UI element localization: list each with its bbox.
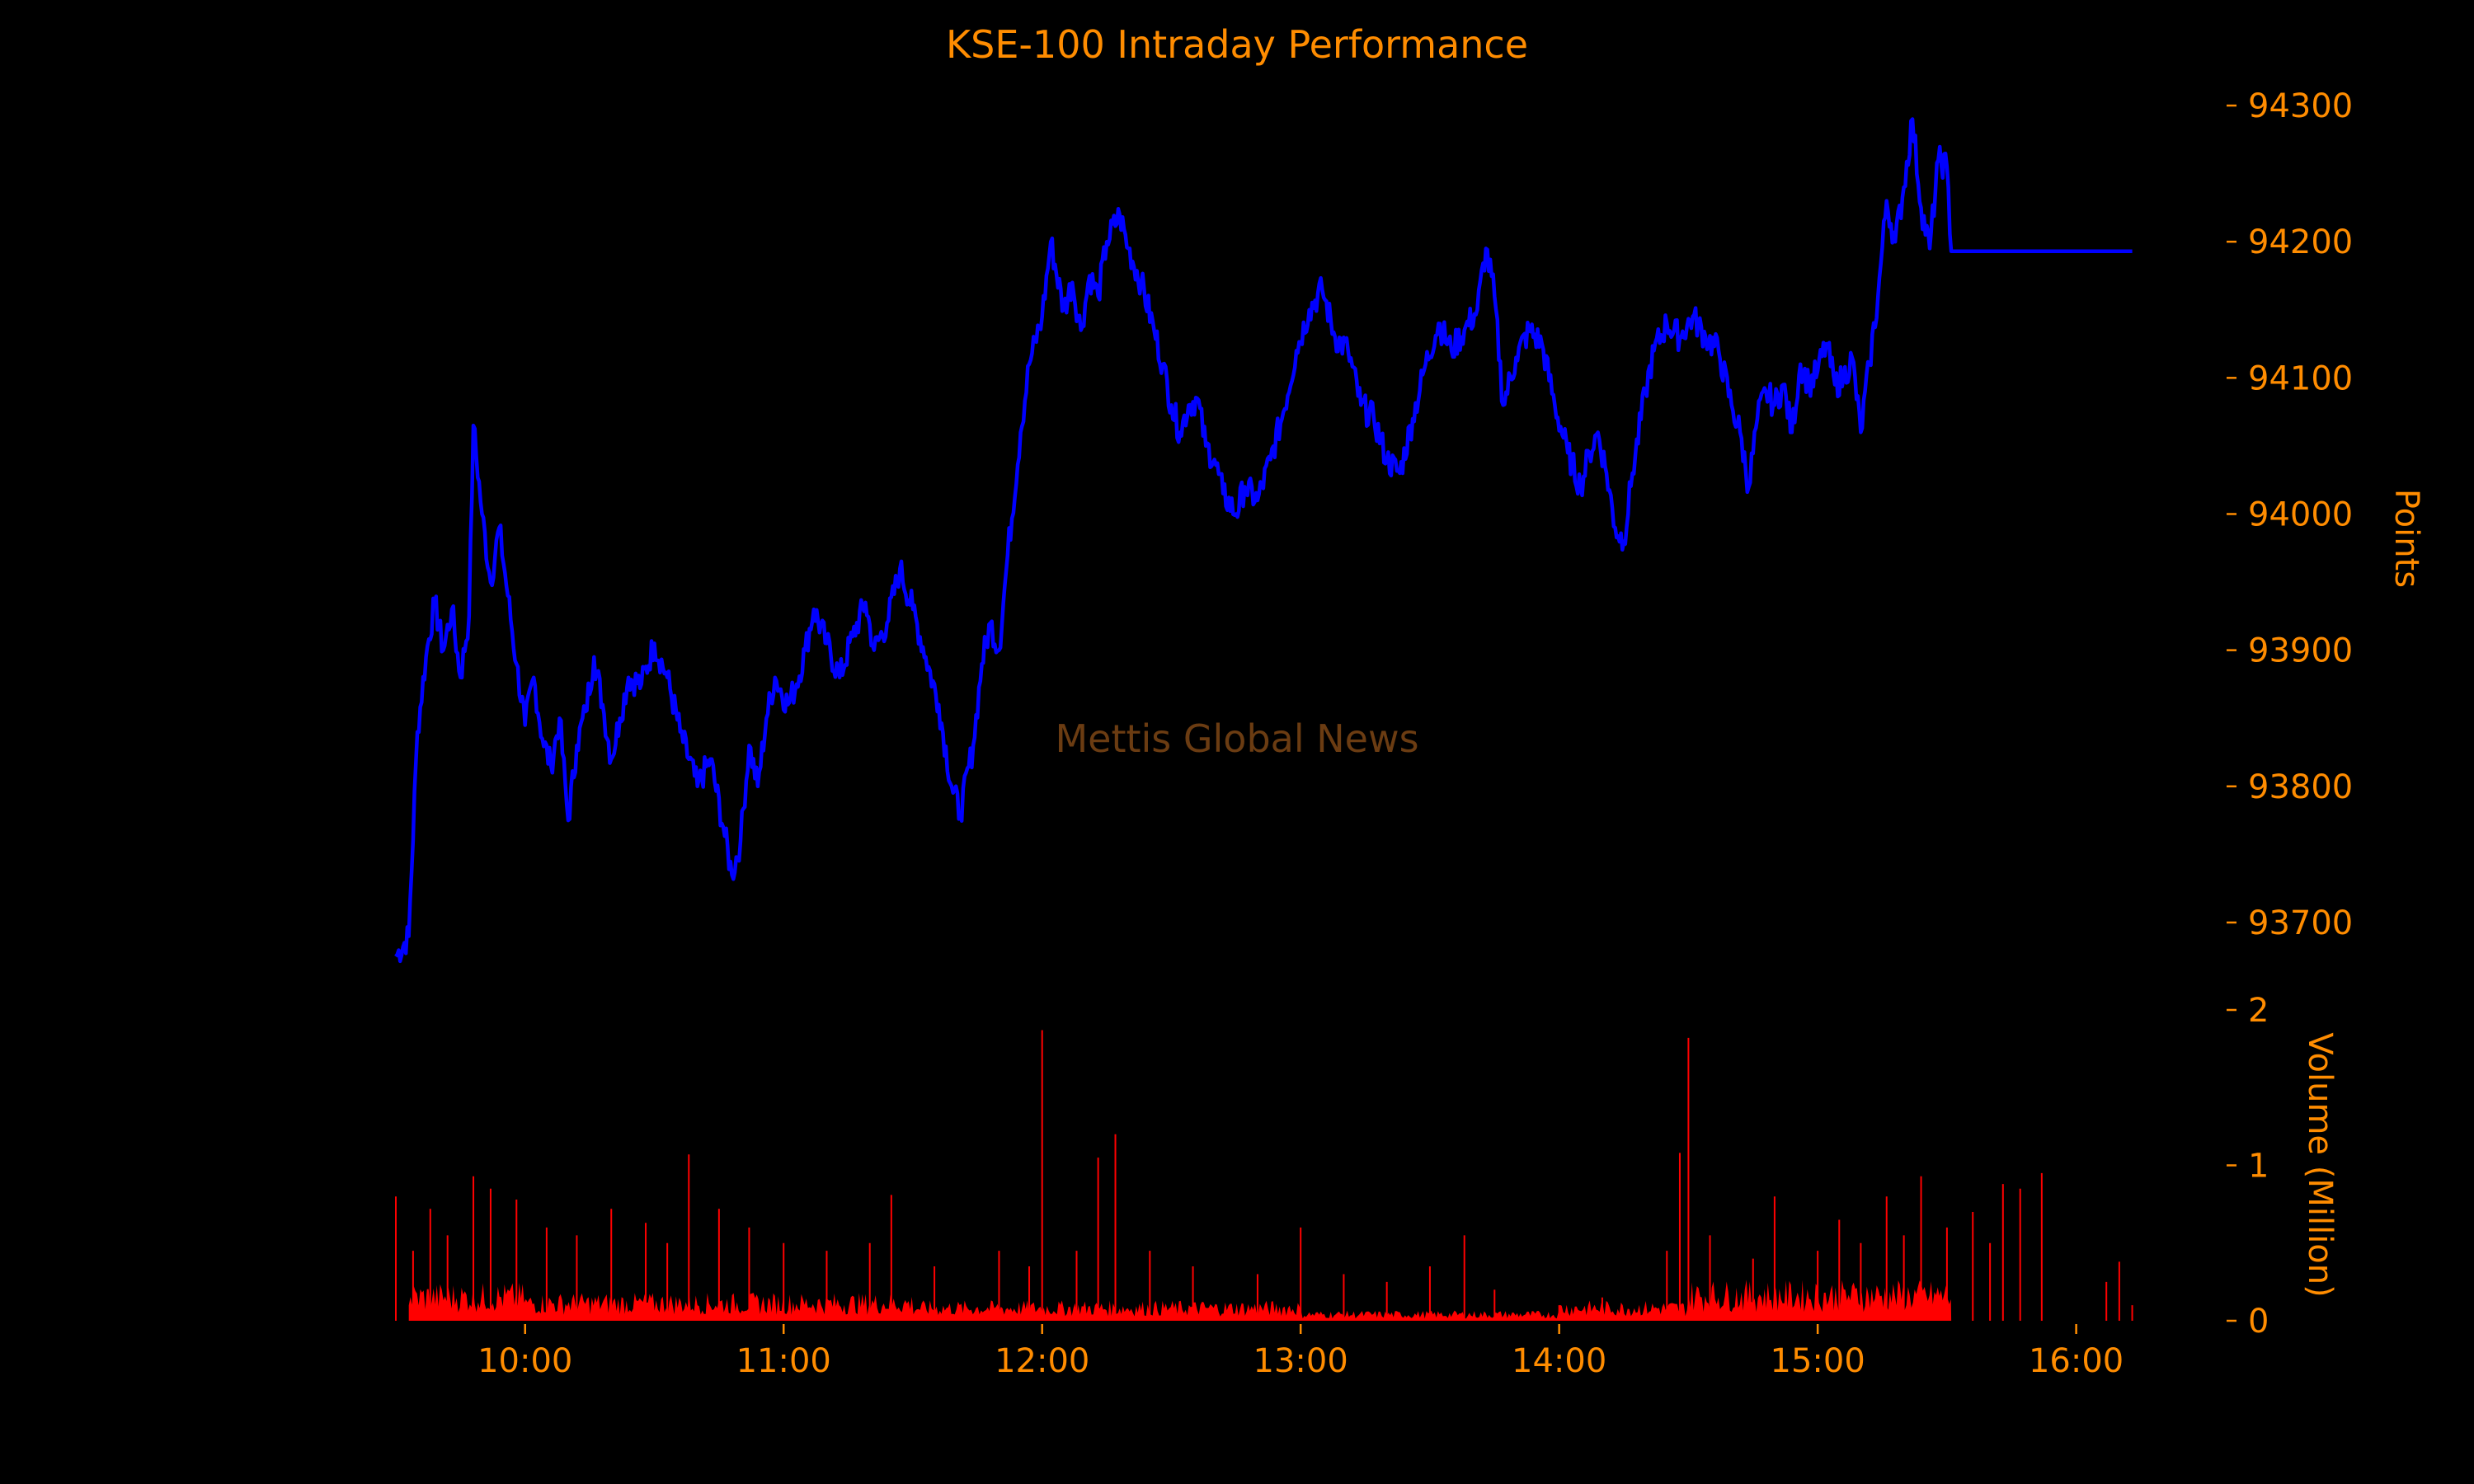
price-tick-label: 93800 — [2248, 768, 2353, 806]
price-tick: 94100 — [2227, 359, 2353, 397]
price-tick-label: 94000 — [2248, 495, 2353, 533]
volume-tick-label: 2 — [2248, 992, 2269, 1030]
volume-axis-ticks: 0 1 2 — [2227, 992, 2269, 1341]
price-tick: 93900 — [2227, 632, 2353, 670]
price-tick: 93800 — [2227, 768, 2353, 806]
time-tick: 16:00 — [2029, 1324, 2124, 1380]
time-tick: 15:00 — [1771, 1324, 1865, 1380]
price-series-line — [394, 117, 2133, 964]
volume-axis-label: Volume (Million) — [2301, 1032, 2339, 1297]
volume-tick: 1 — [2227, 1148, 2269, 1186]
volume-tick-label: 0 — [2248, 1303, 2269, 1341]
chart-title: KSE-100 Intraday Performance — [946, 22, 1528, 67]
time-axis-ticks: 10:00 11:00 12:00 13:00 14:00 15:00 16:00 — [477, 1324, 2124, 1380]
price-tick-label: 94300 — [2248, 87, 2353, 125]
time-tick: 10:00 — [477, 1324, 572, 1380]
price-tick: 94000 — [2227, 495, 2353, 533]
time-tick: 14:00 — [1512, 1324, 1606, 1380]
time-tick: 12:00 — [995, 1324, 1089, 1380]
volume-tick: 2 — [2227, 992, 2269, 1030]
price-tick-label: 94100 — [2248, 359, 2353, 397]
price-line-layer — [394, 117, 2133, 964]
volume-tick-label: 1 — [2248, 1148, 2269, 1186]
time-tick: 13:00 — [1253, 1324, 1348, 1380]
volume-bars-layer — [395, 1030, 2133, 1321]
watermark-text: Mettis Global News — [1055, 716, 1418, 761]
price-tick: 93700 — [2227, 904, 2353, 942]
price-tick-label: 94200 — [2248, 223, 2353, 261]
time-tick-label: 14:00 — [1512, 1342, 1606, 1380]
time-tick-label: 11:00 — [736, 1342, 831, 1380]
time-tick-label: 12:00 — [995, 1342, 1089, 1380]
time-tick-label: 15:00 — [1771, 1342, 1865, 1380]
time-tick-label: 13:00 — [1253, 1342, 1348, 1380]
price-tick: 94200 — [2227, 223, 2353, 261]
price-tick-label: 93700 — [2248, 904, 2353, 942]
price-axis-ticks: 93700 93800 93900 94000 94100 94200 94300 — [2227, 87, 2353, 942]
time-tick: 11:00 — [736, 1324, 831, 1380]
time-tick-label: 10:00 — [477, 1342, 572, 1380]
price-tick: 94300 — [2227, 87, 2353, 125]
time-tick-label: 16:00 — [2029, 1342, 2124, 1380]
price-axis-label: Points — [2387, 489, 2425, 588]
volume-fill — [408, 1280, 1952, 1321]
price-tick-label: 93900 — [2248, 632, 2353, 670]
volume-tick: 0 — [2227, 1303, 2269, 1341]
